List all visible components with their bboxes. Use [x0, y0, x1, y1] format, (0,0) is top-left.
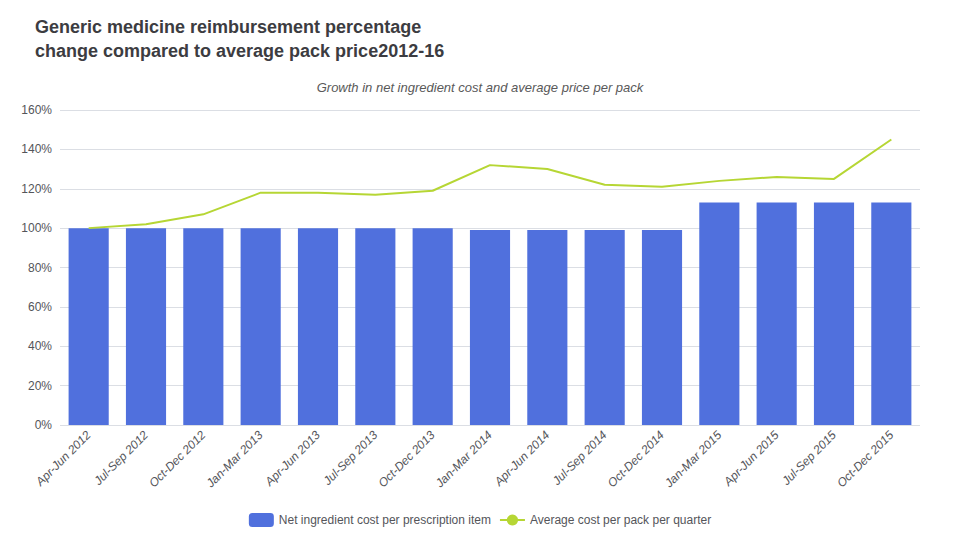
svg-text:Oct-Dec 2012: Oct-Dec 2012	[146, 428, 208, 490]
svg-text:60%: 60%	[28, 300, 52, 314]
svg-text:80%: 80%	[28, 261, 52, 275]
svg-text:Apr-Jun 2013: Apr-Jun 2013	[262, 428, 324, 490]
svg-text:Jan-Mar 2015: Jan-Mar 2015	[661, 428, 724, 491]
svg-text:120%: 120%	[21, 182, 52, 196]
svg-text:20%: 20%	[28, 379, 52, 393]
svg-text:Jul-Sep 2015: Jul-Sep 2015	[778, 428, 839, 489]
svg-text:Jul-Sep 2014: Jul-Sep 2014	[549, 428, 610, 489]
svg-text:Oct-Dec 2015: Oct-Dec 2015	[834, 428, 896, 490]
svg-text:Jan-Mar 2013: Jan-Mar 2013	[203, 428, 266, 491]
svg-text:Apr-Jun 2014: Apr-Jun 2014	[491, 428, 553, 490]
svg-text:140%: 140%	[21, 142, 52, 156]
svg-text:40%: 40%	[28, 339, 52, 353]
svg-text:160%: 160%	[21, 103, 52, 117]
svg-text:Generic medicine reimbursement: Generic medicine reimbursement percentag…	[35, 17, 421, 37]
svg-text:100%: 100%	[21, 221, 52, 235]
svg-text:Growth in net ingredient cost: Growth in net ingredient cost and averag…	[317, 80, 645, 95]
svg-text:Net ingredient cost per prescr: Net ingredient cost per prescription ite…	[279, 513, 491, 527]
svg-text:Average cost per pack per quar: Average cost per pack per quarter	[530, 513, 711, 527]
svg-text:Apr-Jun 2012: Apr-Jun 2012	[32, 428, 94, 490]
svg-text:Jul-Sep 2012: Jul-Sep 2012	[90, 428, 151, 489]
svg-text:Oct-Dec 2013: Oct-Dec 2013	[375, 428, 437, 490]
svg-text:Jul-Sep 2013: Jul-Sep 2013	[320, 428, 381, 489]
svg-text:Jan-Mar 2014: Jan-Mar 2014	[432, 428, 495, 491]
svg-text:0%: 0%	[35, 418, 53, 432]
svg-text:change compared to average pac: change compared to average pack price201…	[35, 41, 444, 61]
svg-text:Apr-Jun 2015: Apr-Jun 2015	[720, 428, 782, 490]
svg-text:Oct-Dec 2014: Oct-Dec 2014	[605, 428, 667, 490]
